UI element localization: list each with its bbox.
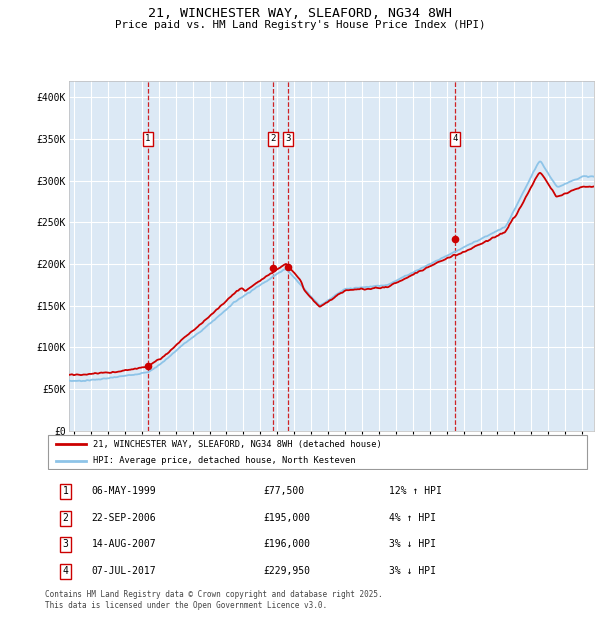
Text: 21, WINCHESTER WAY, SLEAFORD, NG34 8WH: 21, WINCHESTER WAY, SLEAFORD, NG34 8WH bbox=[148, 7, 452, 20]
Text: £196,000: £196,000 bbox=[263, 539, 310, 549]
Text: Price paid vs. HM Land Registry's House Price Index (HPI): Price paid vs. HM Land Registry's House … bbox=[115, 20, 485, 30]
Text: 4: 4 bbox=[63, 566, 68, 576]
Text: 12% ↑ HPI: 12% ↑ HPI bbox=[389, 486, 442, 496]
Text: Contains HM Land Registry data © Crown copyright and database right 2025.
This d: Contains HM Land Registry data © Crown c… bbox=[45, 590, 383, 609]
Text: 1: 1 bbox=[63, 486, 68, 496]
Text: 07-JUL-2017: 07-JUL-2017 bbox=[91, 566, 156, 576]
Text: £229,950: £229,950 bbox=[263, 566, 310, 576]
Text: 21, WINCHESTER WAY, SLEAFORD, NG34 8WH (detached house): 21, WINCHESTER WAY, SLEAFORD, NG34 8WH (… bbox=[93, 440, 382, 448]
Text: HPI: Average price, detached house, North Kesteven: HPI: Average price, detached house, Nort… bbox=[93, 456, 356, 466]
Text: 3: 3 bbox=[63, 539, 68, 549]
Text: 4: 4 bbox=[452, 135, 458, 143]
Text: 06-MAY-1999: 06-MAY-1999 bbox=[91, 486, 156, 496]
Text: 2: 2 bbox=[63, 513, 68, 523]
Text: £77,500: £77,500 bbox=[263, 486, 305, 496]
Text: 22-SEP-2006: 22-SEP-2006 bbox=[91, 513, 156, 523]
Text: 3% ↓ HPI: 3% ↓ HPI bbox=[389, 566, 436, 576]
Text: 3: 3 bbox=[285, 135, 290, 143]
Text: 3% ↓ HPI: 3% ↓ HPI bbox=[389, 539, 436, 549]
Text: 14-AUG-2007: 14-AUG-2007 bbox=[91, 539, 156, 549]
Text: £195,000: £195,000 bbox=[263, 513, 310, 523]
FancyBboxPatch shape bbox=[48, 435, 587, 469]
Text: 2: 2 bbox=[270, 135, 275, 143]
Text: 1: 1 bbox=[145, 135, 151, 143]
Text: 4% ↑ HPI: 4% ↑ HPI bbox=[389, 513, 436, 523]
